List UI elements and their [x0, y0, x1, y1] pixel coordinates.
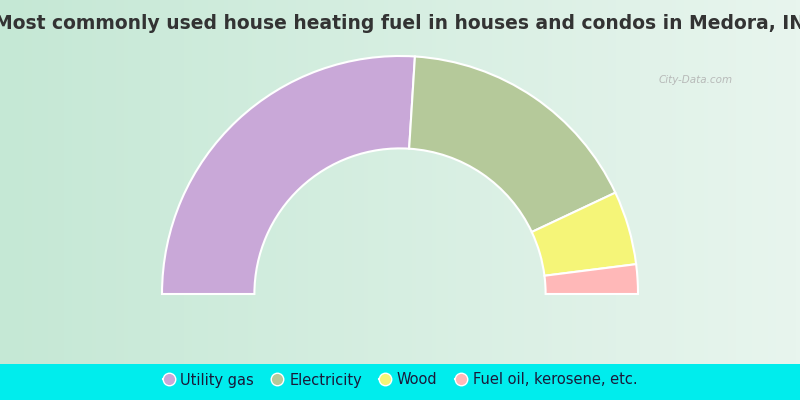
Wedge shape [409, 56, 615, 232]
Legend: Utility gas, Electricity, Wood, Fuel oil, kerosene, etc.: Utility gas, Electricity, Wood, Fuel oil… [157, 367, 643, 393]
Wedge shape [162, 56, 415, 294]
Text: City-Data.com: City-Data.com [659, 75, 733, 85]
Wedge shape [532, 193, 636, 276]
Text: Most commonly used house heating fuel in houses and condos in Medora, IN: Most commonly used house heating fuel in… [0, 14, 800, 33]
Wedge shape [545, 264, 638, 294]
